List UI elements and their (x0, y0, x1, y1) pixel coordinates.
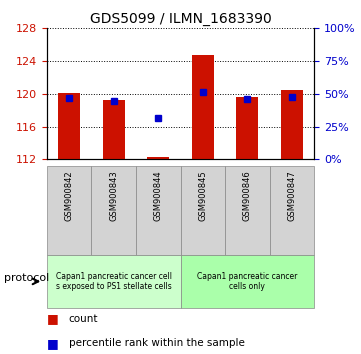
Bar (236, 97, 258, 159)
Title: GDS5099 / ILMN_1683390: GDS5099 / ILMN_1683390 (90, 12, 271, 26)
Text: GSM900844: GSM900844 (154, 170, 163, 221)
Bar (192, 55, 214, 159)
Text: ■: ■ (47, 312, 59, 325)
Text: GSM900843: GSM900843 (109, 170, 118, 221)
Text: GSM900846: GSM900846 (243, 170, 252, 221)
Text: percentile rank within the sample: percentile rank within the sample (69, 338, 244, 348)
Text: GSM900847: GSM900847 (287, 170, 296, 221)
Bar (103, 100, 125, 159)
Bar (58, 93, 80, 159)
Text: count: count (69, 314, 98, 324)
Text: protocol: protocol (4, 273, 49, 283)
Bar (147, 157, 169, 159)
Text: ■: ■ (47, 337, 59, 350)
Bar (280, 90, 303, 159)
Text: Capan1 pancreatic cancer
cells only: Capan1 pancreatic cancer cells only (197, 272, 297, 291)
Text: GSM900845: GSM900845 (198, 170, 207, 221)
Text: Capan1 pancreatic cancer cell
s exposed to PS1 stellate cells: Capan1 pancreatic cancer cell s exposed … (56, 272, 172, 291)
Text: GSM900842: GSM900842 (65, 170, 74, 221)
